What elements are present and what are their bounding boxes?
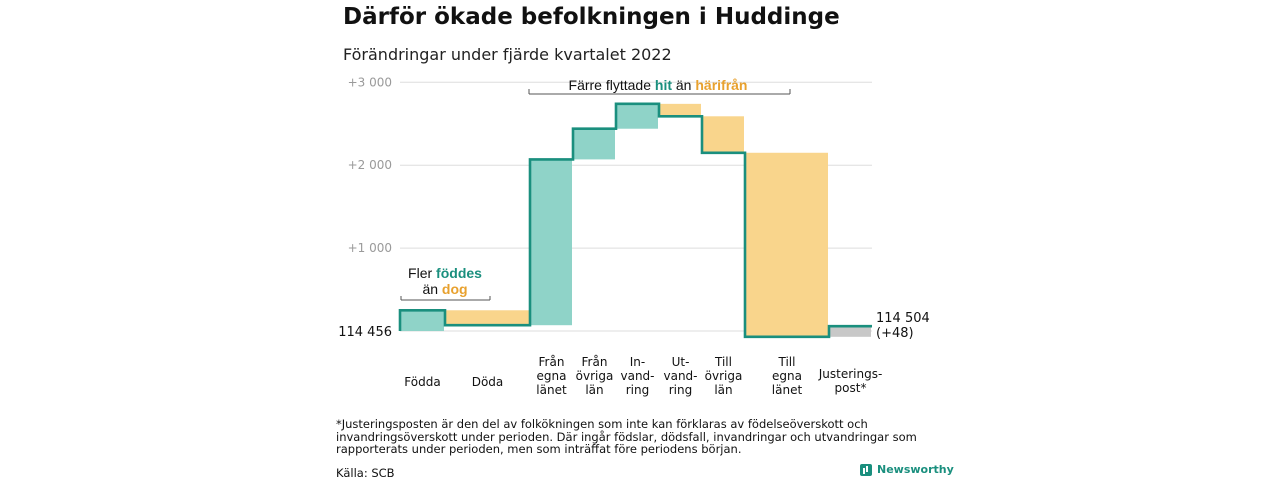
category-label: Till: [778, 355, 796, 369]
category-label: län: [585, 383, 603, 397]
category-label: Justerings-: [818, 367, 883, 381]
brand-logo: Newsworthy: [860, 463, 954, 476]
waterfall-bar: [617, 103, 658, 129]
y-tick-label: +3 000: [348, 75, 392, 89]
waterfall-bar: [660, 103, 701, 117]
category-label: ring: [669, 383, 693, 397]
category-label: länet: [536, 383, 567, 397]
brand-name: Newsworthy: [877, 463, 954, 476]
waterfall-chart: +1 000 +2 000 +3 000 114 456 114 504(+48) Föd…: [338, 75, 930, 397]
category-label: Ut-: [672, 355, 690, 369]
category-label: Från: [582, 355, 608, 369]
annotation-births-deaths-part: än: [422, 281, 441, 297]
y-tick-label: +2 000: [348, 158, 392, 172]
category-label: länet: [772, 383, 803, 397]
source-note: Källa: SCB: [336, 466, 395, 480]
annotation-births-deaths: än dog: [422, 281, 467, 297]
category-label: Födda: [404, 375, 440, 389]
category-label: Till: [714, 355, 732, 369]
waterfall-bar: [703, 116, 744, 153]
waterfall-bar: [531, 159, 572, 326]
category-label: egna: [772, 369, 802, 383]
end-value-label: (+48): [876, 326, 914, 341]
waterfall-bar: [830, 326, 871, 337]
annotation-births-deaths-part: dog: [442, 281, 468, 297]
category-label: Från: [539, 355, 565, 369]
annotation-bracket-births: [400, 296, 491, 301]
category-label: ring: [626, 383, 650, 397]
category-label: övriga: [705, 369, 743, 383]
end-value-label: 114 504: [876, 311, 930, 326]
category-label: vand-: [663, 369, 697, 383]
annotation-migration-part: hit: [655, 77, 672, 93]
annotation-births-deaths-part: Fler: [408, 265, 436, 281]
waterfall-bar: [446, 310, 529, 326]
waterfall-bar: [746, 152, 828, 337]
category-label: Döda: [472, 375, 504, 389]
category-label: post*: [835, 381, 867, 395]
annotation-migration-part: än: [672, 77, 695, 93]
annotation-migration: Färre flyttade hit än härifrån: [569, 77, 748, 93]
cumulative-step-line: [398, 102, 872, 339]
category-label: övriga: [576, 369, 614, 383]
y-tick-label: +1 000: [348, 241, 392, 255]
category-label: In-: [630, 355, 645, 369]
annotation-births-deaths: Fler föddes: [408, 265, 482, 281]
waterfall-bar: [574, 128, 615, 160]
newsworthy-logo-icon: [860, 463, 872, 476]
annotation-bracket-migration: [528, 89, 791, 95]
annotation-migration-part: härifrån: [695, 77, 747, 93]
annotation-births-deaths-part: föddes: [436, 265, 482, 281]
chart-subtitle: Förändringar under fjärde kvartalet 2022: [343, 45, 672, 64]
waterfall-bar: [401, 310, 444, 331]
category-label: län: [714, 383, 732, 397]
start-value-label: 114 456: [338, 325, 392, 340]
category-label: vand-: [620, 369, 654, 383]
annotation-migration-part: Färre flyttade: [569, 77, 655, 93]
category-label: egna: [537, 369, 567, 383]
chart-title: Därför ökade befolkningen i Huddinge: [343, 4, 840, 30]
footnote: *Justeringsposten är den del av folkökni…: [336, 417, 917, 456]
